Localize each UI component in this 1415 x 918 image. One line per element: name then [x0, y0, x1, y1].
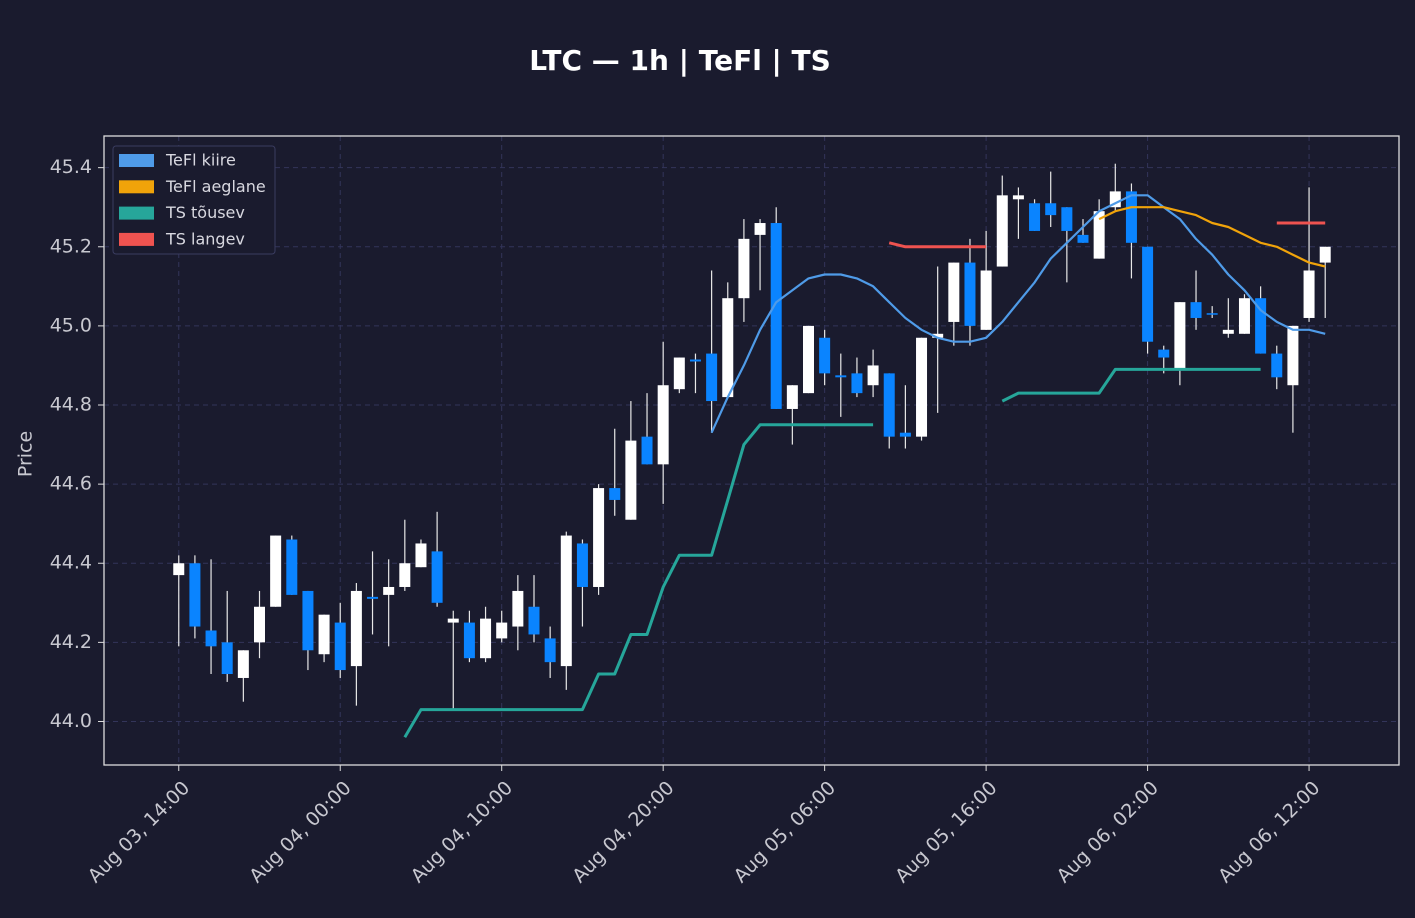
legend-label: TeFl aeglane	[165, 177, 266, 196]
candle-body	[286, 539, 298, 595]
candle-body	[399, 563, 411, 587]
candle-body	[722, 298, 734, 398]
candle-body	[835, 375, 847, 378]
candle-body	[609, 488, 621, 500]
candle-body	[625, 440, 637, 520]
candle-body	[528, 606, 540, 635]
legend-swatch	[119, 206, 154, 220]
chart-title: LTC — 1h | TeFl | TS	[529, 44, 831, 77]
candle-body	[431, 551, 443, 603]
candle-body	[1287, 325, 1299, 386]
candle-body	[770, 223, 782, 409]
y-tick-label: 45.0	[50, 314, 92, 336]
candle-body	[1142, 246, 1154, 342]
y-tick-label: 44.2	[50, 631, 92, 653]
candle-body	[1271, 353, 1283, 378]
candle-body	[576, 543, 588, 587]
candle-body	[1061, 207, 1073, 231]
legend-swatch	[119, 232, 154, 246]
y-tick-label: 44.8	[50, 394, 92, 416]
candle-body	[318, 614, 330, 655]
candle-body	[1012, 195, 1024, 200]
y-tick-label: 44.0	[50, 710, 92, 732]
candle-body	[173, 563, 185, 576]
candle-body	[270, 535, 282, 607]
candle-body	[916, 337, 928, 437]
candle-body	[754, 223, 766, 235]
candle-body	[948, 262, 960, 322]
candle-body	[189, 563, 201, 627]
candle-body	[1174, 302, 1186, 370]
candle-body	[593, 488, 605, 587]
y-axis-label: Price	[15, 431, 37, 477]
candle-body	[851, 373, 863, 394]
candle-body	[1303, 270, 1315, 318]
candle-body	[205, 630, 217, 647]
candle-body	[496, 622, 508, 639]
y-tick-label: 44.4	[50, 552, 92, 574]
series-line	[710, 194, 1326, 434]
candle-body	[964, 262, 976, 326]
candle-body	[1190, 302, 1202, 318]
candle-body	[367, 596, 379, 599]
candle-body	[980, 270, 992, 330]
legend-label: TS langev	[165, 229, 245, 248]
candle-body	[1109, 191, 1121, 208]
series-line	[403, 367, 1261, 739]
y-tick-label: 45.4	[50, 156, 92, 178]
candle-body	[1029, 203, 1041, 231]
candle-body	[657, 385, 669, 465]
candle-body	[1158, 349, 1170, 358]
candle-body	[689, 359, 701, 362]
candle-body	[802, 325, 814, 394]
candle-body	[786, 385, 798, 409]
candle-body	[544, 638, 556, 663]
legend-swatch	[119, 180, 154, 194]
legend-label: TeFl kiire	[165, 151, 236, 170]
candle-body	[1255, 298, 1267, 354]
candle-body	[447, 618, 459, 623]
axes-frame	[103, 135, 1400, 766]
candle-body	[673, 357, 685, 390]
candle-body	[1093, 211, 1105, 259]
candle-body	[253, 606, 265, 643]
candle-body	[334, 622, 346, 671]
candle-body	[463, 622, 475, 659]
candle-body	[706, 353, 718, 402]
candle-body	[560, 535, 572, 667]
candle-body	[383, 586, 395, 595]
candle-body	[512, 590, 524, 627]
candle-body	[1238, 298, 1250, 334]
candle-body	[1045, 203, 1057, 216]
candle-body	[1222, 329, 1234, 334]
candle-body	[1319, 246, 1331, 263]
candle-body	[932, 333, 944, 338]
candle-body	[641, 436, 653, 465]
legend-label: TS tõusev	[165, 203, 245, 222]
candle-body	[1125, 191, 1137, 243]
candle-body	[996, 195, 1008, 267]
candle-body	[899, 432, 911, 437]
candle-body	[1206, 313, 1218, 315]
y-tick-label: 44.6	[50, 473, 92, 495]
candle-body	[867, 365, 879, 386]
candle-body	[302, 590, 314, 651]
candle-body	[480, 618, 492, 659]
candle-body	[415, 543, 427, 568]
y-tick-label: 45.2	[50, 235, 92, 257]
candle-body	[1077, 234, 1089, 243]
legend-swatch	[119, 154, 154, 167]
candle-body	[819, 337, 831, 374]
candle-body	[350, 590, 362, 667]
candle-body	[883, 373, 895, 437]
candle-body	[738, 238, 750, 299]
candle-body	[221, 642, 233, 675]
candle-body	[237, 650, 249, 678]
series-line	[888, 221, 1326, 249]
series-line	[1098, 206, 1326, 268]
legend-box	[112, 145, 276, 255]
